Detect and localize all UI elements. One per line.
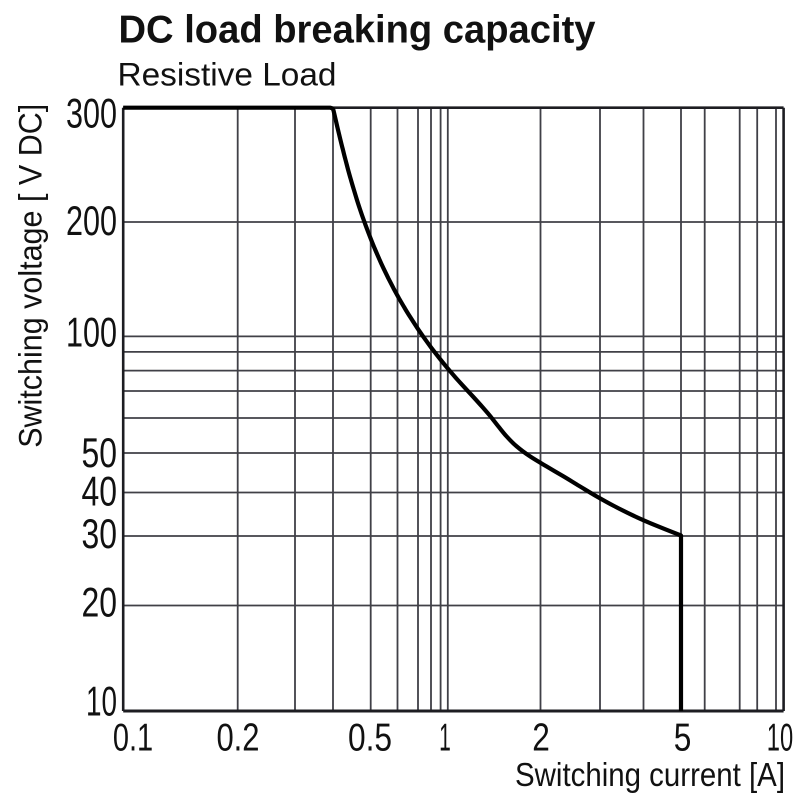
svg-text:100: 100: [66, 309, 117, 356]
svg-text:50: 50: [82, 429, 118, 476]
svg-text:2: 2: [532, 717, 550, 760]
svg-text:5: 5: [674, 717, 692, 760]
svg-text:10: 10: [767, 717, 793, 760]
svg-text:0.1: 0.1: [113, 717, 153, 760]
svg-text:Switching voltage [ V DC]: Switching voltage [ V DC]: [13, 104, 49, 448]
svg-text:20: 20: [82, 579, 118, 626]
svg-text:0.2: 0.2: [216, 717, 259, 760]
svg-text:40: 40: [82, 468, 118, 515]
svg-text:300: 300: [66, 90, 117, 137]
svg-text:30: 30: [82, 510, 118, 557]
svg-text:Switching current [A]: Switching current [A]: [515, 756, 785, 793]
svg-text:Resistive Load: Resistive Load: [118, 57, 337, 93]
svg-text:10: 10: [86, 678, 117, 725]
svg-text:DC load breaking capacity: DC load breaking capacity: [119, 9, 596, 52]
svg-text:1: 1: [439, 717, 451, 760]
svg-text:0.5: 0.5: [348, 717, 392, 760]
svg-text:200: 200: [66, 197, 117, 244]
